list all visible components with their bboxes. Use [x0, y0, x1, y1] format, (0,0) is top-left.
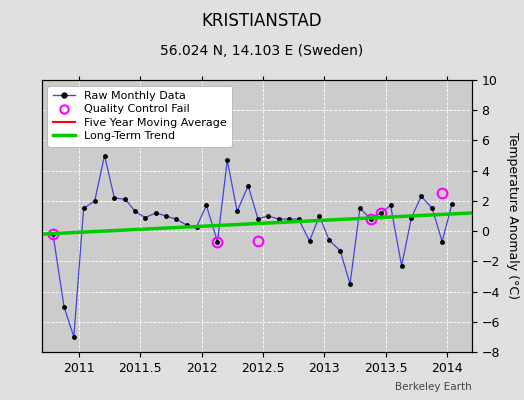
- Legend: Raw Monthly Data, Quality Control Fail, Five Year Moving Average, Long-Term Tren: Raw Monthly Data, Quality Control Fail, …: [48, 86, 233, 147]
- Text: KRISTIANSTAD: KRISTIANSTAD: [202, 12, 322, 30]
- Text: 56.024 N, 14.103 E (Sweden): 56.024 N, 14.103 E (Sweden): [160, 44, 364, 58]
- Text: Berkeley Earth: Berkeley Earth: [395, 382, 472, 392]
- Y-axis label: Temperature Anomaly (°C): Temperature Anomaly (°C): [506, 132, 519, 300]
